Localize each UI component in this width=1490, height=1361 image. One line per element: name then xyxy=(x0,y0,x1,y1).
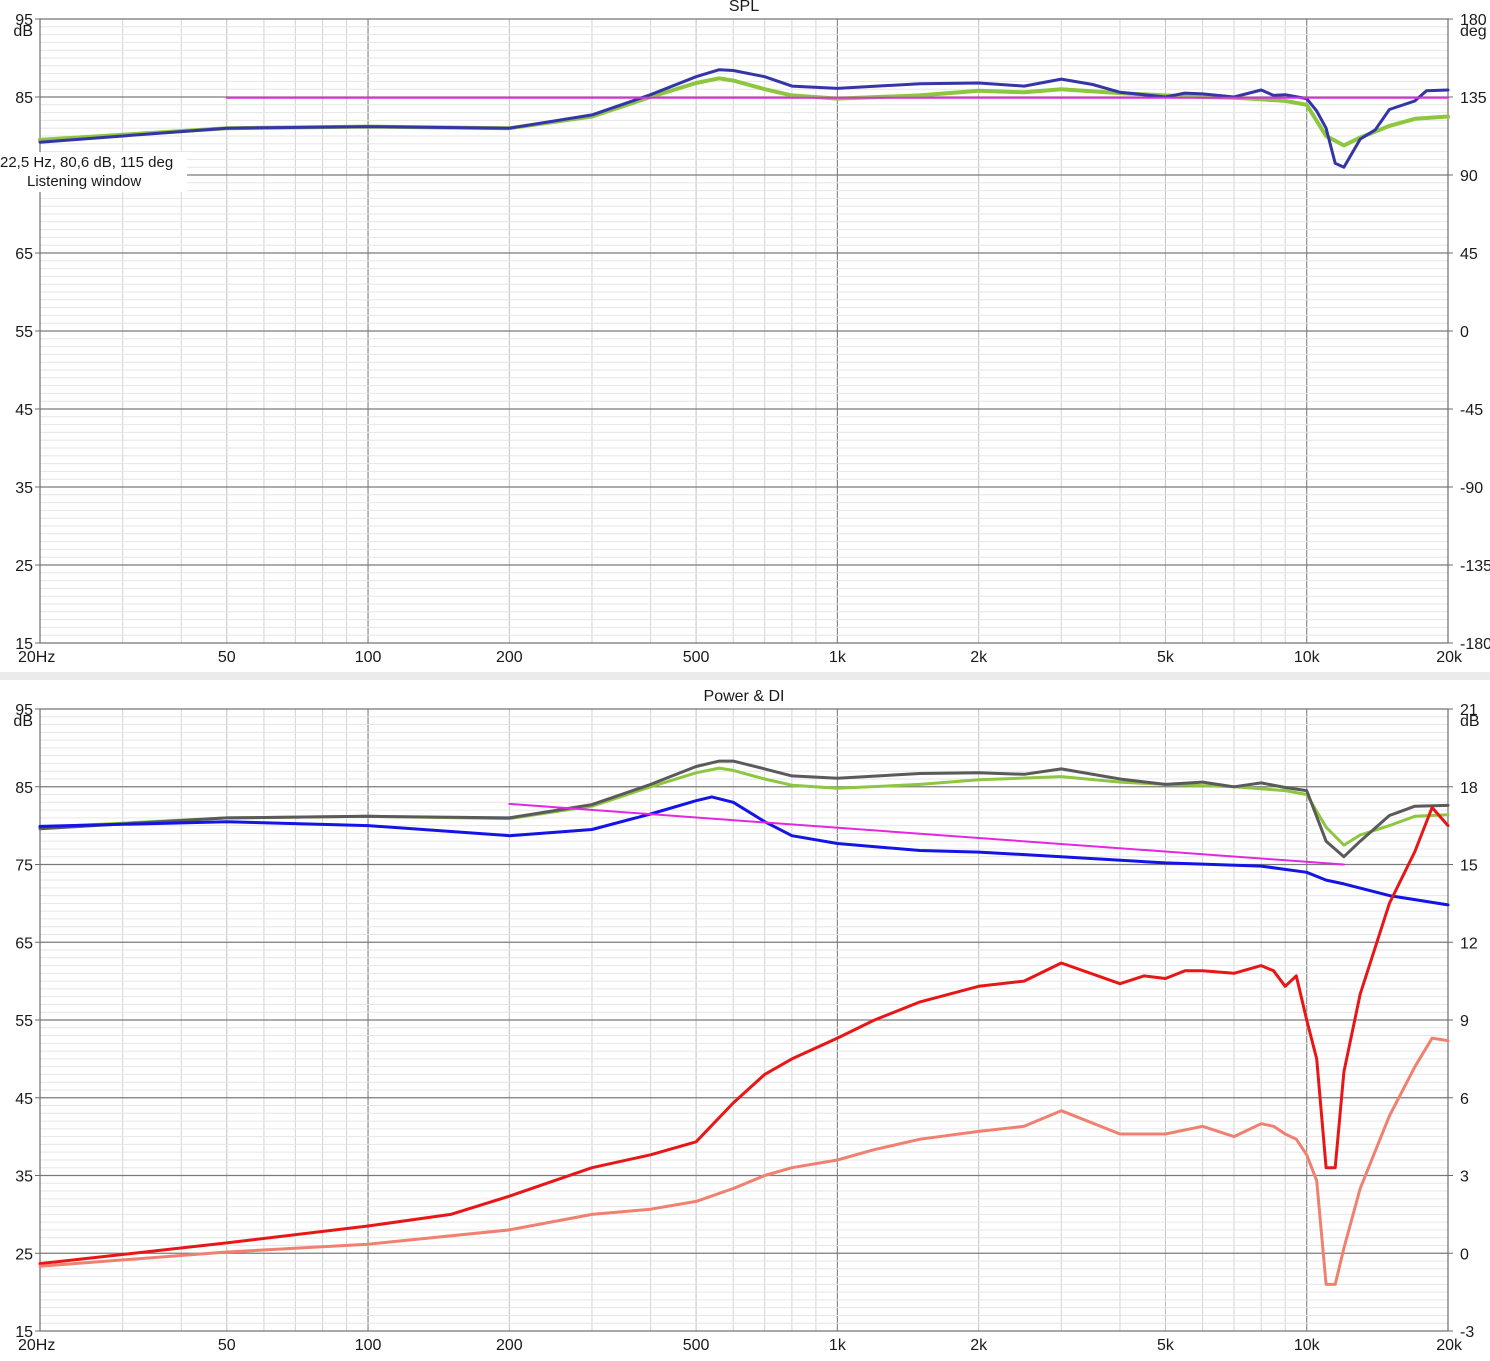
x-tick-label: 5k xyxy=(1157,649,1175,666)
left-tick-label: 85 xyxy=(15,90,33,107)
series-line-4 xyxy=(508,802,1345,866)
left-tick-label: 15 xyxy=(15,636,33,653)
right-tick-label: 12 xyxy=(1460,935,1478,952)
x-tick-label: 2k xyxy=(970,1337,988,1354)
right-axis-unit: dB xyxy=(1460,713,1480,730)
right-axis-unit: deg xyxy=(1460,23,1487,40)
right-tick-label: -45 xyxy=(1460,402,1483,419)
left-tick-label: 45 xyxy=(15,1091,33,1108)
x-tick-label: 20k xyxy=(1436,1337,1463,1354)
right-tick-label: 15 xyxy=(1460,858,1478,875)
left-tick-label: 95 xyxy=(15,12,33,29)
left-tick-label: 15 xyxy=(15,1324,33,1341)
x-tick-label: 50 xyxy=(218,1337,236,1354)
right-tick-label: 90 xyxy=(1460,168,1478,185)
left-tick-label: 65 xyxy=(15,935,33,952)
power-di-chart-panel: Power & DI 95 85 75 65 55 45 35 25 15 dB 21 18 15 12 9 6… xyxy=(0,680,1490,1361)
right-tick-label: -90 xyxy=(1460,480,1483,497)
right-tick-label: -180 xyxy=(1460,636,1490,653)
right-tick-label: -135 xyxy=(1460,558,1490,575)
right-tick-label: 0 xyxy=(1460,1246,1469,1263)
left-tick-label: 85 xyxy=(15,780,33,797)
left-axis-unit: dB xyxy=(13,23,33,40)
plot-grid xyxy=(40,709,1448,1331)
left-tick-label: 75 xyxy=(15,858,33,875)
cursor-readout: 22,5 Hz, 80,6 dB, 115 deg Listening wind… xyxy=(0,152,187,192)
right-tick-label: 180 xyxy=(1460,12,1487,29)
x-tick-label: 5k xyxy=(1157,1337,1175,1354)
x-tick-label: 500 xyxy=(683,649,710,666)
right-tick-label: 135 xyxy=(1460,90,1487,107)
spl-chart: SPL958575655545352515dB18013590450-45-90… xyxy=(13,0,1490,666)
x-tick-label: 200 xyxy=(496,1337,523,1354)
x-tick-label: 10k xyxy=(1294,1337,1321,1354)
left-tick-label: 25 xyxy=(15,1246,33,1263)
right-tick-label: 18 xyxy=(1460,780,1478,797)
x-tick-label: 50 xyxy=(218,649,236,666)
x-tick-label: 20Hz xyxy=(18,649,55,666)
x-tick-label: 1k xyxy=(829,649,847,666)
series-line-5 xyxy=(38,806,1450,1266)
plot-grid xyxy=(40,19,1448,643)
right-tick-label: 21 xyxy=(1460,702,1478,719)
left-tick-label: 55 xyxy=(15,1013,33,1030)
series-group xyxy=(38,759,1450,1286)
x-tick-label: 100 xyxy=(355,1337,382,1354)
series-line-3 xyxy=(38,795,1450,907)
cursor-readout-values: 22,5 Hz, 80,6 dB, 115 deg xyxy=(0,154,174,171)
series-group xyxy=(38,68,1450,169)
right-tick-label: 45 xyxy=(1460,246,1478,263)
series-line-6 xyxy=(38,1036,1450,1286)
right-tick-label: -3 xyxy=(1460,1324,1474,1341)
x-tick-label: 200 xyxy=(496,649,523,666)
panel-divider xyxy=(0,672,1490,680)
chart-title: SPL xyxy=(729,0,759,15)
series-line-1 xyxy=(38,766,1450,847)
x-tick-label: 10k xyxy=(1294,649,1321,666)
left-axis-unit: dB xyxy=(13,713,33,730)
left-tick-label: 35 xyxy=(15,480,33,497)
right-tick-label: 9 xyxy=(1460,1013,1469,1030)
left-tick-label: 95 xyxy=(15,702,33,719)
left-tick-label: 45 xyxy=(15,402,33,419)
x-tick-label: 20k xyxy=(1436,649,1463,666)
series-line-1 xyxy=(38,76,1450,148)
series-line-2 xyxy=(38,759,1450,859)
cursor-readout-label: Listening window xyxy=(27,173,142,190)
left-tick-label: 55 xyxy=(15,324,33,341)
right-tick-label: 3 xyxy=(1460,1169,1469,1186)
right-tick-label: 0 xyxy=(1460,324,1469,341)
left-tick-label: 65 xyxy=(15,246,33,263)
x-tick-label: 20Hz xyxy=(18,1337,55,1354)
x-tick-label: 1k xyxy=(829,1337,847,1354)
series-line-2 xyxy=(38,68,1450,169)
x-tick-label: 100 xyxy=(355,649,382,666)
left-tick-label: 25 xyxy=(15,558,33,575)
right-tick-label: 6 xyxy=(1460,1091,1469,1108)
x-tick-label: 500 xyxy=(683,1337,710,1354)
power-di-chart: Power & DI958575655545352515dB2118151296… xyxy=(13,688,1480,1354)
left-tick-label: 35 xyxy=(15,1169,33,1186)
chart-title: Power & DI xyxy=(704,688,785,705)
spl-chart-panel: SPL958575655545352515dB18013590450-45-90… xyxy=(0,0,1490,672)
x-tick-label: 2k xyxy=(970,649,988,666)
